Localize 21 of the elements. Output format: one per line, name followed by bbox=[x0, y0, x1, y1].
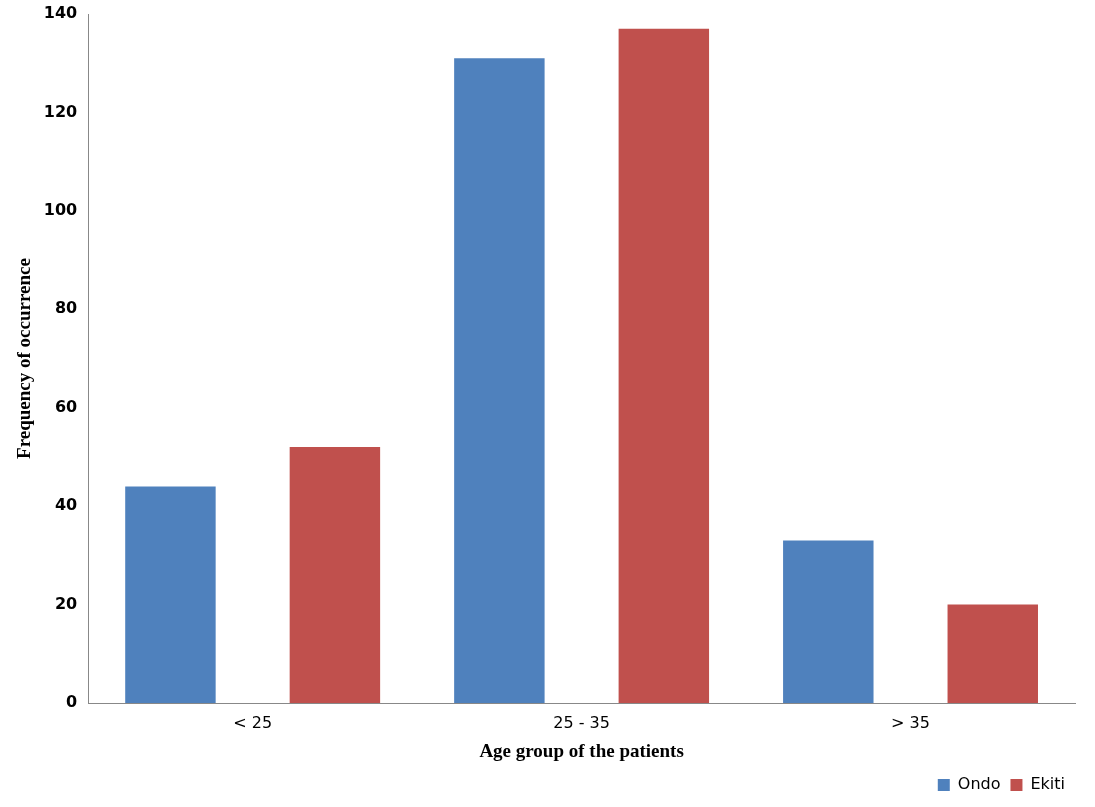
y-axis-title: Frequency of occurrence bbox=[13, 258, 35, 459]
y-tick-label: 80 bbox=[54, 298, 78, 318]
y-tick-label: 0 bbox=[66, 692, 78, 712]
bar bbox=[289, 447, 381, 703]
y-tick-label: 120 bbox=[43, 101, 78, 121]
x-axis-title: Age group of the patients bbox=[479, 739, 684, 761]
bar bbox=[125, 486, 216, 703]
y-tick-label: 20 bbox=[54, 593, 78, 613]
bar bbox=[783, 540, 874, 703]
bar bbox=[618, 28, 710, 703]
x-tick-label: < 25 bbox=[233, 712, 273, 732]
bar bbox=[454, 58, 545, 703]
y-tick-label: 100 bbox=[43, 200, 78, 220]
x-tick-label: 25 - 35 bbox=[553, 712, 610, 732]
y-tick-label: 40 bbox=[54, 495, 78, 515]
x-tick-label: > 35 bbox=[891, 712, 930, 732]
legend-label: Ekiti bbox=[1030, 774, 1066, 794]
y-tick-label: 140 bbox=[43, 3, 78, 23]
y-tick-label: 60 bbox=[54, 396, 78, 416]
bar bbox=[947, 604, 1038, 703]
legend-label: Ondo bbox=[957, 774, 1001, 794]
